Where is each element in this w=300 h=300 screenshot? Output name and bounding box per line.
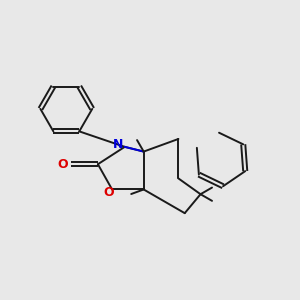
Text: N: N [112,138,123,151]
Text: O: O [103,186,114,199]
Text: O: O [57,158,68,171]
